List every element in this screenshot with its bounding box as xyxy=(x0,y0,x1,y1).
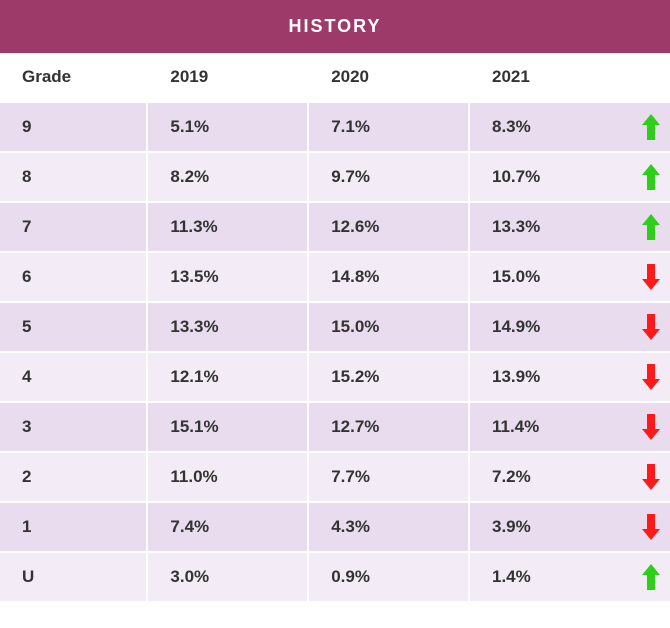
col-2021: 2021 xyxy=(469,53,670,102)
table-title: HISTORY xyxy=(0,0,670,53)
cell-grade: 7 xyxy=(0,202,147,252)
cell-2019: 8.2% xyxy=(147,152,308,202)
grade-table: Grade 2019 2020 2021 95.1%7.1% 8.3% 88.2%9… xyxy=(0,53,670,603)
cell-2020: 4.3% xyxy=(308,502,469,552)
cell-grade: 3 xyxy=(0,402,147,452)
trend-down-icon xyxy=(642,514,660,540)
cell-2020: 9.7% xyxy=(308,152,469,202)
trend-down-icon xyxy=(642,364,660,390)
cell-2019: 7.4% xyxy=(147,502,308,552)
cell-2021-value: 13.3% xyxy=(492,217,540,236)
table-row: 88.2%9.7% 10.7% xyxy=(0,152,670,202)
trend-down-icon xyxy=(642,464,660,490)
cell-2021-value: 13.9% xyxy=(492,367,540,386)
cell-2021-value: 7.2% xyxy=(492,467,531,486)
cell-grade: 8 xyxy=(0,152,147,202)
cell-2019: 11.0% xyxy=(147,452,308,502)
cell-grade: 1 xyxy=(0,502,147,552)
table-row: U3.0%0.9% 1.4% xyxy=(0,552,670,602)
cell-2021: 3.9% xyxy=(469,502,670,552)
cell-2021-value: 10.7% xyxy=(492,167,540,186)
cell-2019: 13.3% xyxy=(147,302,308,352)
table-row: 17.4%4.3% 3.9% xyxy=(0,502,670,552)
cell-2019: 3.0% xyxy=(147,552,308,602)
cell-2020: 15.0% xyxy=(308,302,469,352)
trend-down-icon xyxy=(642,314,660,340)
cell-grade: 9 xyxy=(0,102,147,152)
cell-2020: 12.7% xyxy=(308,402,469,452)
cell-2020: 12.6% xyxy=(308,202,469,252)
cell-2021-value: 14.9% xyxy=(492,317,540,336)
cell-2020: 7.7% xyxy=(308,452,469,502)
cell-2020: 7.1% xyxy=(308,102,469,152)
cell-2019: 5.1% xyxy=(147,102,308,152)
table-row: 711.3%12.6% 13.3% xyxy=(0,202,670,252)
table-row: 95.1%7.1% 8.3% xyxy=(0,102,670,152)
col-grade: Grade xyxy=(0,53,147,102)
cell-grade: 4 xyxy=(0,352,147,402)
trend-up-icon xyxy=(642,214,660,240)
cell-2019: 11.3% xyxy=(147,202,308,252)
cell-2021-value: 8.3% xyxy=(492,117,531,136)
trend-down-icon xyxy=(642,414,660,440)
table-row: 613.5%14.8% 15.0% xyxy=(0,252,670,302)
col-2019: 2019 xyxy=(147,53,308,102)
cell-grade: 5 xyxy=(0,302,147,352)
cell-2020: 15.2% xyxy=(308,352,469,402)
cell-2019: 13.5% xyxy=(147,252,308,302)
cell-2020: 14.8% xyxy=(308,252,469,302)
cell-grade: 2 xyxy=(0,452,147,502)
cell-2021: 1.4% xyxy=(469,552,670,602)
header-row: Grade 2019 2020 2021 xyxy=(0,53,670,102)
cell-2021-value: 3.9% xyxy=(492,517,531,536)
trend-up-icon xyxy=(642,164,660,190)
cell-2021-value: 15.0% xyxy=(492,267,540,286)
table-row: 315.1%12.7% 11.4% xyxy=(0,402,670,452)
table-row: 412.1%15.2% 13.9% xyxy=(0,352,670,402)
cell-2021: 14.9% xyxy=(469,302,670,352)
cell-2021-value: 1.4% xyxy=(492,567,531,586)
grade-table-container: HISTORY Grade 2019 2020 2021 95.1%7.1%8.… xyxy=(0,0,670,603)
table-row: 513.3%15.0% 14.9% xyxy=(0,302,670,352)
cell-2019: 12.1% xyxy=(147,352,308,402)
cell-2021: 15.0% xyxy=(469,252,670,302)
cell-2021: 11.4% xyxy=(469,402,670,452)
cell-2021: 10.7% xyxy=(469,152,670,202)
cell-grade: 6 xyxy=(0,252,147,302)
cell-2020: 0.9% xyxy=(308,552,469,602)
cell-grade: U xyxy=(0,552,147,602)
col-2020: 2020 xyxy=(308,53,469,102)
cell-2021: 13.9% xyxy=(469,352,670,402)
trend-up-icon xyxy=(642,564,660,590)
cell-2021: 7.2% xyxy=(469,452,670,502)
trend-up-icon xyxy=(642,114,660,140)
cell-2021-value: 11.4% xyxy=(492,417,539,436)
cell-2021: 13.3% xyxy=(469,202,670,252)
cell-2021: 8.3% xyxy=(469,102,670,152)
trend-down-icon xyxy=(642,264,660,290)
table-row: 211.0%7.7% 7.2% xyxy=(0,452,670,502)
cell-2019: 15.1% xyxy=(147,402,308,452)
